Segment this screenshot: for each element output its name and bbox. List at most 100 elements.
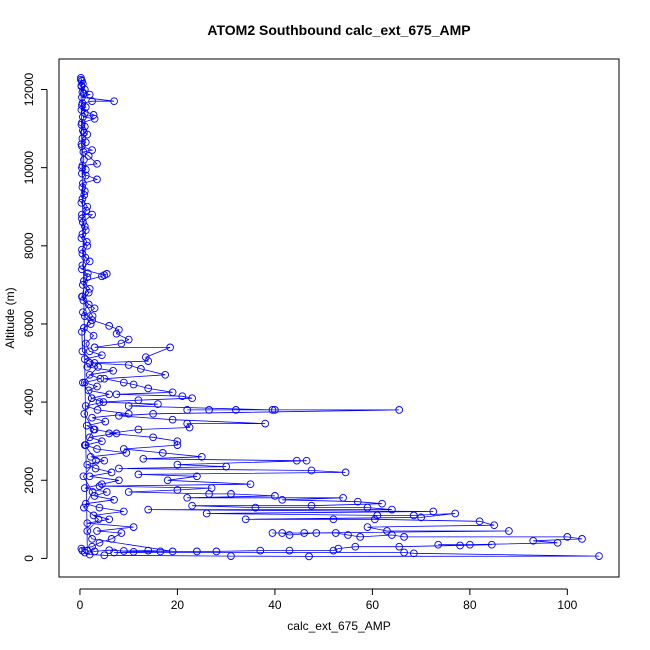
data-point <box>88 535 96 543</box>
data-point <box>487 540 496 549</box>
data-point <box>168 547 177 556</box>
series-layer <box>77 73 603 561</box>
data-point <box>271 492 279 500</box>
data-point <box>98 480 106 489</box>
y-tick-label: 4000 <box>22 388 36 415</box>
x-tick-label: 80 <box>463 598 477 612</box>
data-point <box>232 406 240 414</box>
data-point <box>429 507 438 516</box>
data-point <box>80 355 89 363</box>
data-point <box>173 441 182 449</box>
data-point <box>78 195 87 203</box>
data-point <box>168 415 177 424</box>
y-tick-label: 8000 <box>22 232 36 259</box>
data-point <box>79 218 87 227</box>
data-point <box>119 445 128 453</box>
data-point <box>529 536 538 545</box>
data-point <box>212 547 221 556</box>
data-point <box>90 304 99 313</box>
x-tick-label: 100 <box>557 598 577 612</box>
data-point <box>81 253 90 262</box>
data-point <box>78 183 87 192</box>
data-point <box>98 272 106 281</box>
data-point <box>87 394 96 403</box>
data-point <box>86 320 95 328</box>
data-point <box>105 546 114 555</box>
x-tick-label: 0 <box>77 598 84 612</box>
data-point <box>129 380 138 389</box>
data-point <box>78 249 87 258</box>
data-point <box>107 535 116 543</box>
data-point <box>363 523 372 531</box>
data-point <box>373 511 382 520</box>
data-point <box>93 527 101 535</box>
data-point <box>79 296 88 305</box>
data-point <box>79 179 87 188</box>
data-point <box>80 222 89 231</box>
data-point <box>134 396 143 405</box>
data-point <box>595 552 603 560</box>
data-point <box>81 103 90 111</box>
data-point <box>80 409 89 418</box>
data-point <box>285 546 294 555</box>
data-point <box>134 425 143 434</box>
y-tick-label: 12000 <box>22 73 36 107</box>
data-point <box>331 529 340 537</box>
data-point <box>80 484 89 492</box>
data-point <box>80 191 89 199</box>
data-point <box>292 456 301 465</box>
y-tick-label: 0 <box>22 555 36 562</box>
data-point <box>83 546 92 555</box>
data-point <box>395 406 404 414</box>
data-point <box>285 531 294 539</box>
data-point <box>84 288 93 297</box>
data-point <box>117 339 126 348</box>
data-point <box>124 402 133 410</box>
data-point <box>400 548 408 557</box>
data-point <box>82 206 91 215</box>
data-point <box>90 343 99 352</box>
data-point <box>79 113 87 121</box>
data-point <box>95 482 104 490</box>
data-point <box>475 517 484 526</box>
data-point <box>268 406 277 414</box>
data-point <box>93 406 102 414</box>
data-point <box>83 241 92 250</box>
data-point <box>307 466 316 475</box>
data-point <box>85 90 94 99</box>
data-point <box>156 547 165 556</box>
data-point <box>102 270 111 278</box>
data-point <box>82 238 91 246</box>
data-point <box>83 363 92 371</box>
data-point <box>161 370 170 379</box>
data-point <box>85 433 94 442</box>
data-point <box>90 492 99 500</box>
data-point <box>144 384 153 393</box>
data-point <box>80 312 89 320</box>
data-point <box>124 488 133 496</box>
data-point <box>329 515 338 524</box>
data-point <box>79 308 87 317</box>
data-point <box>80 378 89 387</box>
data-point <box>93 175 101 184</box>
data-point <box>81 138 90 147</box>
data-point <box>388 531 396 539</box>
data-point <box>77 81 86 90</box>
data-point <box>77 234 86 242</box>
data-point <box>188 394 196 403</box>
data-point <box>78 210 86 219</box>
data-point <box>77 120 86 129</box>
data-point <box>89 111 98 119</box>
data-point <box>178 392 187 401</box>
data-point <box>305 552 313 561</box>
data-point <box>300 529 309 537</box>
y-tick-label: 10000 <box>22 151 36 185</box>
data-point <box>370 515 379 524</box>
data-point <box>154 400 162 408</box>
data-point <box>339 493 347 502</box>
data-point <box>79 148 88 156</box>
data-point <box>85 257 94 266</box>
data-point <box>88 316 96 324</box>
data-point <box>85 472 94 481</box>
